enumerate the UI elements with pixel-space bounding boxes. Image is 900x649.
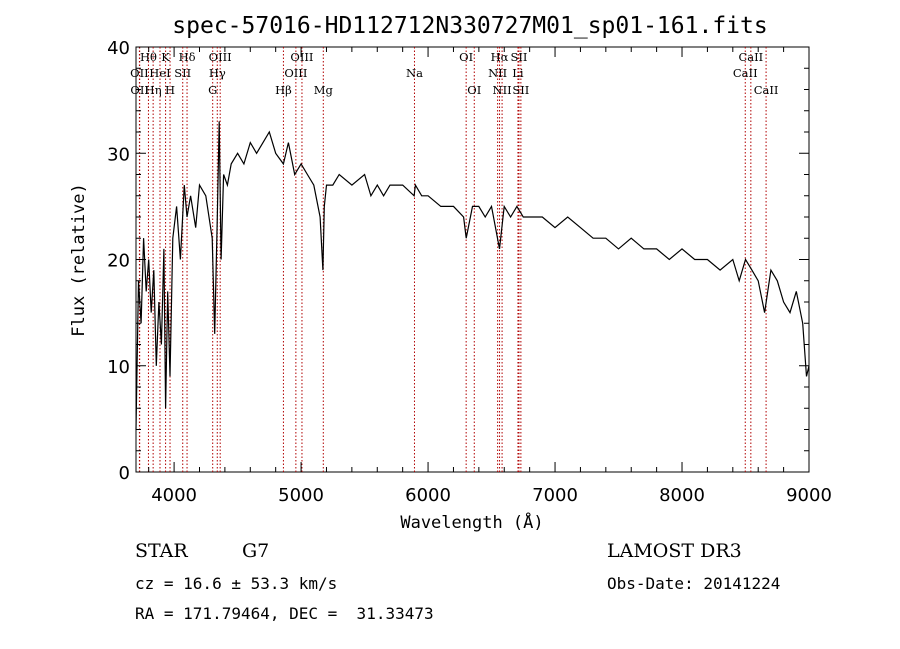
x-tick-label: 9000 xyxy=(786,485,832,506)
spectral-line-label: Li xyxy=(512,66,524,80)
spectral-line-markers xyxy=(138,47,767,472)
spectral-line-label: OI xyxy=(467,83,481,97)
spectral-line-label: OI xyxy=(459,50,473,64)
spectral-line-label: Hγ xyxy=(209,66,226,80)
spectral-line-label: OIII xyxy=(284,66,307,80)
spectral-line-label: OII xyxy=(130,66,149,80)
spectral-line-label: OIII xyxy=(290,50,313,64)
spectral-line-label: HeI xyxy=(149,66,170,80)
y-tick-label: 30 xyxy=(107,144,130,165)
spectral-line-label: NII xyxy=(493,83,512,97)
spectral-line-label: Hδ xyxy=(179,50,196,64)
y-tick-label: 10 xyxy=(107,357,130,378)
spectral-line-label: SII xyxy=(510,50,527,64)
x-tick-label: 5000 xyxy=(278,485,324,506)
spectral-line-label: H xyxy=(165,83,175,97)
spectral-line-label: CaII xyxy=(733,66,758,80)
y-axis-ticks: 0 10 20 30 40 xyxy=(107,38,809,484)
y-tick-label: 20 xyxy=(107,251,130,272)
survey-name: LAMOST DR3 xyxy=(607,540,742,562)
spectral-line-label: G xyxy=(208,83,217,97)
object-subclass: G7 xyxy=(242,540,270,562)
spectral-line-label: CaII xyxy=(754,83,779,97)
obs-date-text: Obs-Date: 20141224 xyxy=(607,574,781,593)
spectral-line-label: K xyxy=(161,50,170,64)
y-tick-label: 40 xyxy=(107,38,130,59)
x-tick-label: 6000 xyxy=(405,485,451,506)
y-axis-label: Flux (relative) xyxy=(69,183,89,337)
spectral-line-label: SII xyxy=(512,83,529,97)
spectrum-series-line xyxy=(135,121,810,430)
spectral-line-label: Na xyxy=(406,66,423,80)
spectral-line-label: Hθ xyxy=(140,50,157,64)
redshift-text: cz = 16.6 ± 53.3 km/s xyxy=(135,574,338,593)
spectral-line-label: Hη xyxy=(145,83,162,97)
chart-title: spec-57016-HD112712N330727M01_sp01-161.f… xyxy=(172,13,767,39)
spectral-line-label: CaII xyxy=(738,50,763,64)
spectral-line-label: NII xyxy=(488,66,507,80)
x-tick-label: 8000 xyxy=(659,485,705,506)
x-tick-label: 4000 xyxy=(151,485,197,506)
coordinates-text: RA = 171.79464, DEC = 31.33473 xyxy=(135,604,434,623)
y-tick-label: 0 xyxy=(119,463,130,484)
x-axis-ticks: 4000 5000 6000 7000 8000 9000 xyxy=(148,47,832,506)
x-tick-label: 7000 xyxy=(532,485,578,506)
x-axis-label: Wavelength (Å) xyxy=(400,511,543,533)
spectral-line-label: OIII xyxy=(209,50,232,64)
object-class: STAR xyxy=(135,540,188,562)
spectral-line-label: Hα xyxy=(491,50,509,64)
spectral-line-label: Hβ xyxy=(275,83,292,97)
spectral-line-label: Mg xyxy=(314,83,334,97)
spectral-line-label: SII xyxy=(174,66,191,80)
